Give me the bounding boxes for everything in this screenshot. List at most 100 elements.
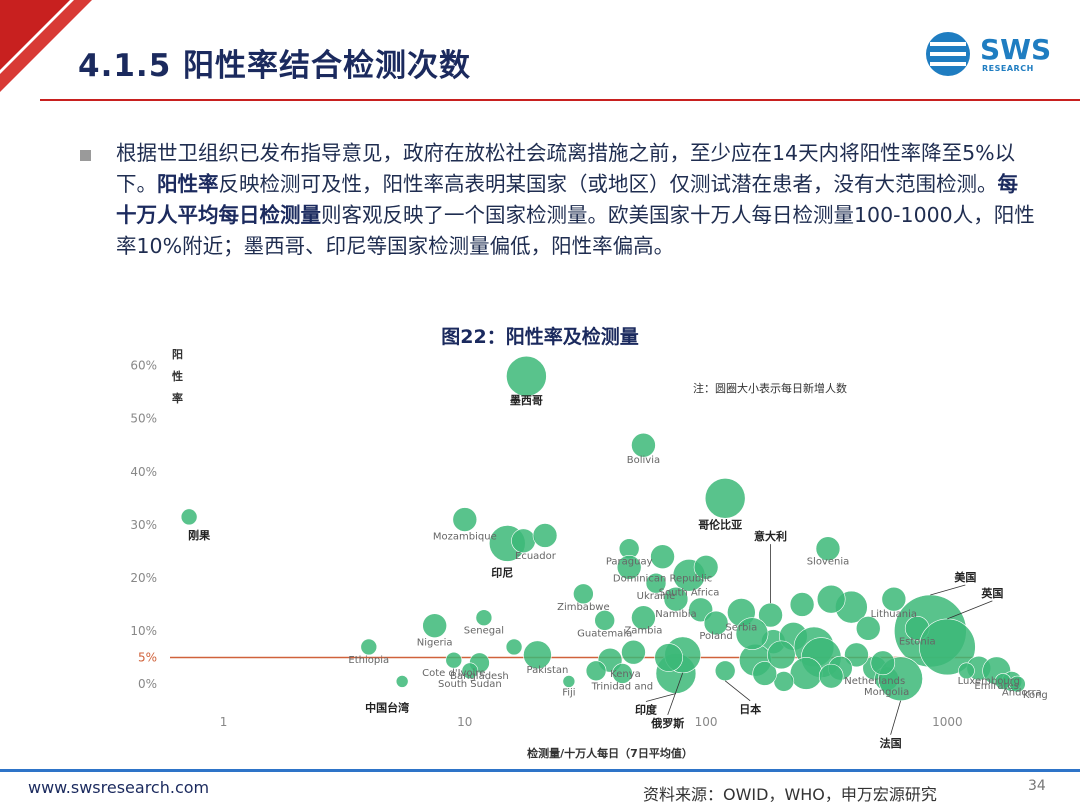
point-label: Serbia bbox=[725, 622, 757, 633]
y-tick-label: 50% bbox=[130, 412, 157, 426]
point-label: Cote d'Ivoire bbox=[422, 668, 485, 679]
point-label: Kong bbox=[1023, 690, 1048, 701]
bubble-point bbox=[585, 660, 607, 682]
footer-source: 资料来源：OWID，WHO，申万宏源研究 bbox=[643, 785, 937, 804]
bubble-point bbox=[511, 528, 536, 554]
bubble-point bbox=[645, 572, 667, 594]
bullet-bold-part: 阳性率 bbox=[157, 172, 219, 196]
point-label: Bolivia bbox=[627, 455, 660, 466]
point-label: Nigeria bbox=[417, 638, 453, 649]
point-label: Lithuania bbox=[871, 609, 917, 620]
bubble-point bbox=[562, 675, 576, 688]
bubble-point bbox=[844, 642, 869, 668]
bubble-point bbox=[735, 617, 769, 650]
y-tick-label: 60% bbox=[130, 359, 157, 373]
bubble-point bbox=[445, 651, 463, 669]
leader-line bbox=[930, 584, 966, 596]
leader-line bbox=[667, 672, 684, 716]
bubble-point bbox=[505, 638, 523, 656]
scatter-chart: 阳性率 0% 10% 20% 30% 40% 50% 60% 1 10 100 1000 5% 注：圆圈大… bbox=[130, 347, 1048, 760]
point-label: 俄罗斯 bbox=[650, 716, 684, 730]
bullet-part: 反映检测可及性，阳性率高表明某国家（或地区）仅测试潜在患者，没有大范围检测。 bbox=[218, 172, 998, 196]
bubble-point bbox=[360, 638, 378, 656]
point-label: Paraguay bbox=[606, 557, 653, 568]
bubble-point bbox=[994, 673, 1012, 690]
x-axis-label: 检测量/十万人每日（7日平均值） bbox=[527, 746, 693, 760]
point-label: Namibia bbox=[655, 609, 696, 620]
point-label: 意大利 bbox=[754, 529, 787, 543]
y-axis-label: 性 bbox=[172, 369, 183, 383]
bubble-point bbox=[461, 662, 479, 680]
point-label: Netherlands bbox=[844, 676, 905, 687]
y-tick-label: 40% bbox=[130, 465, 157, 479]
point-label: Mongolia bbox=[864, 687, 909, 698]
point-label: Estonia bbox=[899, 636, 936, 647]
bullet-part: 则客观反映了一个国家检测量。欧美国家十万人每日检测量100-1000人，阳性率1… bbox=[116, 203, 1035, 258]
bubble-point bbox=[475, 609, 493, 627]
point-label: Zambia bbox=[624, 626, 662, 637]
point-label: 英国 bbox=[980, 586, 1003, 600]
point-label: Fiji bbox=[562, 687, 575, 698]
leader-line bbox=[645, 693, 677, 702]
leader-line bbox=[947, 600, 993, 620]
bubble-point bbox=[815, 536, 841, 562]
bubble-point bbox=[612, 663, 633, 684]
point-label: 中国台湾 bbox=[365, 700, 409, 714]
bubble-point bbox=[870, 650, 896, 676]
point-label: Poland bbox=[699, 631, 732, 642]
bubble-point bbox=[422, 613, 447, 638]
point-label: 印度 bbox=[635, 702, 658, 716]
point-label: 哥伦比亚 bbox=[698, 517, 742, 531]
x-tick-label: 1000 bbox=[932, 715, 963, 729]
bubble-point bbox=[621, 639, 646, 665]
bullet-text: 根据世卫组织已发布指导意见，政府在放松社会疏离措施之前，至少应在14天内将阳性率… bbox=[116, 138, 1036, 262]
x-tick-label: 1 bbox=[220, 715, 228, 729]
point-label: Ethiopia bbox=[348, 655, 389, 666]
point-label: 刚果 bbox=[188, 528, 210, 542]
point-label: Luxembourg bbox=[958, 676, 1020, 687]
bubble-point bbox=[663, 586, 689, 612]
point-label: Ecuador bbox=[515, 551, 557, 562]
corner-decoration bbox=[0, 0, 92, 92]
figure-title: 图22：阳性率及检测量 bbox=[441, 326, 639, 348]
point-label: Guatemala bbox=[577, 628, 632, 639]
bubble-point bbox=[818, 663, 844, 689]
reference-line-label: 5% bbox=[138, 651, 157, 665]
point-label: Senegal bbox=[464, 626, 504, 637]
point-label: Kenya bbox=[610, 669, 641, 680]
bubble-point bbox=[532, 523, 558, 548]
bubble-point bbox=[881, 586, 907, 612]
bubble-point bbox=[573, 583, 594, 605]
page-number: 34 bbox=[1028, 778, 1046, 794]
bubble-point bbox=[767, 640, 796, 670]
bubble-point bbox=[919, 618, 976, 676]
leader-line bbox=[890, 700, 901, 735]
bubble-point bbox=[594, 610, 615, 631]
bubble-point bbox=[693, 555, 719, 580]
point-label: South Sudan bbox=[438, 679, 502, 690]
logo-text: SWS bbox=[980, 33, 1052, 66]
bubble-point bbox=[789, 657, 823, 690]
footer-url[interactable]: www.swsresearch.com bbox=[28, 778, 210, 797]
point-label: Bangladesh bbox=[450, 671, 509, 682]
bubble-point bbox=[395, 675, 409, 688]
point-label: Zimbabwe bbox=[557, 602, 610, 613]
point-label: 日本 bbox=[739, 702, 761, 716]
footer-divider bbox=[0, 769, 1080, 772]
y-tick-label: 30% bbox=[130, 518, 157, 532]
bubble-point bbox=[452, 507, 478, 532]
x-tick-label: 10 bbox=[457, 715, 472, 729]
point-label: Andorra bbox=[1002, 687, 1042, 698]
point-label: 美国 bbox=[954, 570, 976, 584]
y-axis-label: 阳 bbox=[172, 347, 183, 361]
bubble-point bbox=[958, 662, 975, 680]
y-tick-label: 10% bbox=[130, 624, 157, 638]
point-label: 法国 bbox=[880, 736, 902, 750]
chart-note: 注：圆圈大小表示每日新增人数 bbox=[693, 381, 847, 395]
bubble-point bbox=[523, 640, 552, 670]
point-label: Pakistan bbox=[527, 665, 569, 676]
logo-subtext: RESEARCH bbox=[982, 64, 1034, 73]
point-label: 墨西哥 bbox=[510, 394, 543, 407]
bullet-bold-part: 每十万人平均每日检测量 bbox=[116, 172, 1018, 227]
point-label: 印尼 bbox=[491, 566, 513, 579]
